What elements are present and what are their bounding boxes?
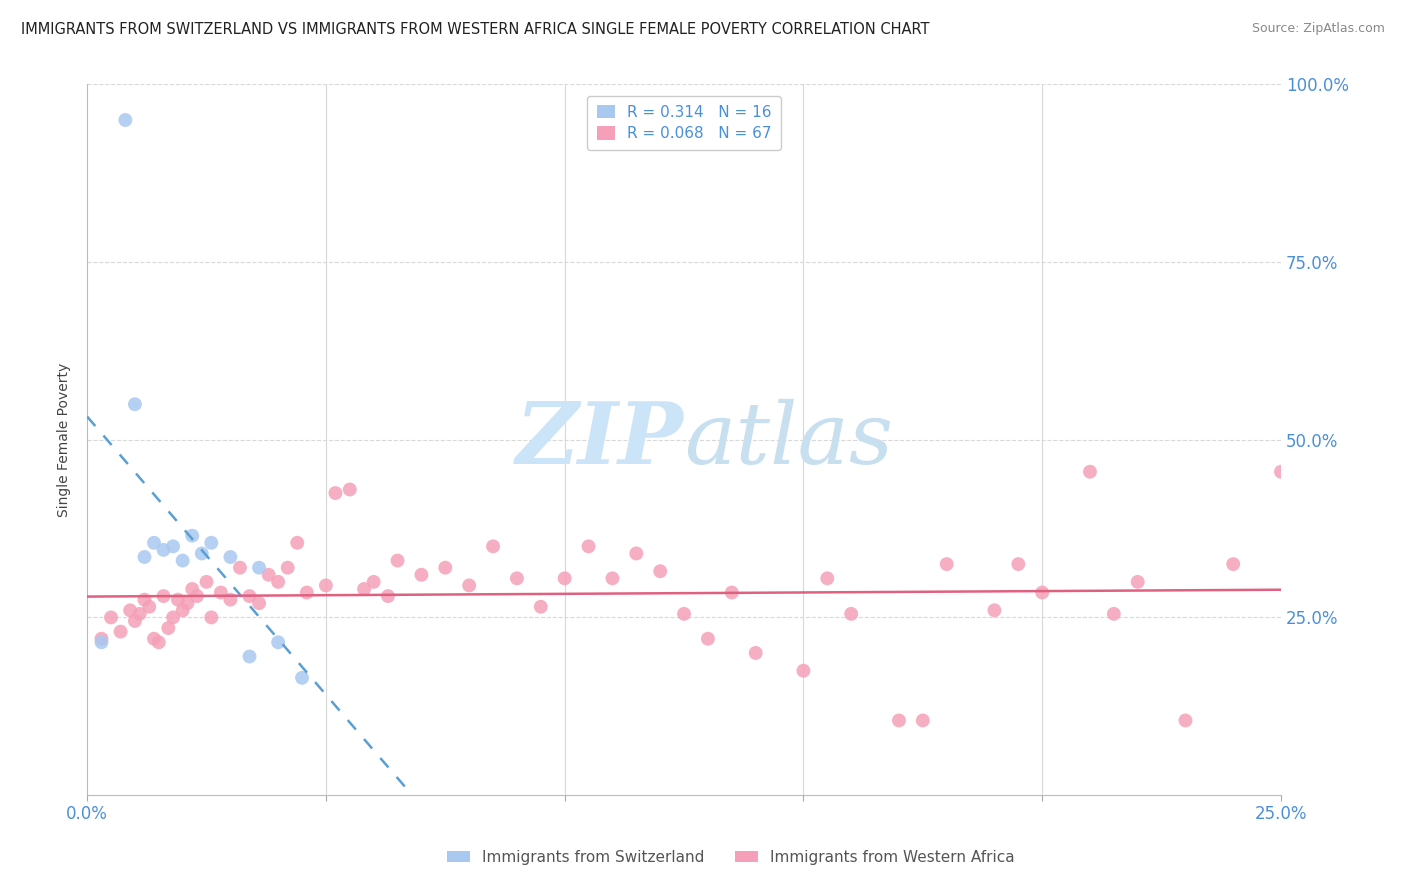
Point (186, 589, 208, 603)
Point (1031, 585, 1053, 599)
Point (114, 112, 136, 127)
Point (90, 635, 112, 649)
Point (1174, 714, 1197, 728)
Text: Source: ZipAtlas.com: Source: ZipAtlas.com (1251, 22, 1385, 36)
Point (143, 536, 166, 550)
Point (1270, 465, 1292, 479)
Point (458, 578, 481, 592)
Point (839, 607, 862, 621)
Point (1007, 557, 1029, 571)
Point (157, 621, 180, 635)
Point (434, 560, 457, 574)
Point (1078, 465, 1101, 479)
Point (339, 483, 361, 497)
Point (697, 632, 720, 646)
Point (134, 549, 156, 564)
Point (673, 607, 696, 621)
Point (134, 592, 156, 607)
Point (152, 542, 174, 557)
Point (124, 397, 146, 411)
Point (377, 589, 399, 603)
Point (247, 560, 270, 574)
Point (626, 546, 648, 560)
Point (285, 536, 308, 550)
Point (295, 585, 318, 599)
Point (100, 610, 122, 624)
Point (277, 560, 299, 574)
Point (815, 571, 838, 585)
Legend: Immigrants from Switzerland, Immigrants from Western Africa: Immigrants from Switzerland, Immigrants … (441, 844, 1021, 871)
Point (143, 632, 166, 646)
Point (229, 560, 252, 574)
Point (162, 539, 184, 553)
Point (90, 632, 112, 646)
Point (152, 589, 174, 603)
Point (482, 539, 505, 553)
Legend: R = 0.314   N = 16, R = 0.068   N = 67: R = 0.314 N = 16, R = 0.068 N = 67 (588, 95, 780, 150)
Text: IMMIGRANTS FROM SWITZERLAND VS IMMIGRANTS FROM WESTERN AFRICA SINGLE FEMALE POVE: IMMIGRANTS FROM SWITZERLAND VS IMMIGRANT… (21, 22, 929, 37)
Point (247, 596, 270, 610)
Point (530, 599, 553, 614)
Point (138, 599, 160, 614)
Point (190, 546, 212, 560)
Point (162, 610, 184, 624)
Point (291, 671, 314, 685)
Point (411, 567, 433, 582)
Point (720, 585, 742, 599)
Point (219, 549, 242, 564)
Point (181, 582, 204, 596)
Point (176, 596, 198, 610)
Point (650, 564, 672, 578)
Point (602, 571, 624, 585)
Point (983, 603, 1005, 617)
Point (554, 571, 576, 585)
Point (148, 635, 170, 649)
Text: atlas: atlas (685, 399, 893, 481)
Point (578, 539, 600, 553)
Point (267, 635, 290, 649)
Point (257, 567, 280, 582)
Point (506, 571, 529, 585)
Point (195, 574, 218, 589)
Point (238, 589, 260, 603)
Point (1102, 607, 1125, 621)
Point (172, 603, 194, 617)
Point (238, 649, 260, 664)
Point (887, 714, 910, 728)
Point (172, 553, 194, 567)
Point (387, 553, 409, 567)
Point (1222, 557, 1244, 571)
Point (792, 664, 814, 678)
Y-axis label: Single Female Poverty: Single Female Poverty (58, 363, 72, 516)
Point (181, 529, 204, 543)
Point (110, 624, 132, 639)
Text: ZIP: ZIP (516, 398, 685, 482)
Point (219, 592, 242, 607)
Point (315, 578, 337, 592)
Point (1126, 574, 1149, 589)
Point (911, 714, 934, 728)
Point (128, 607, 150, 621)
Point (200, 536, 222, 550)
Point (267, 574, 290, 589)
Point (124, 614, 146, 628)
Point (744, 646, 766, 660)
Point (363, 574, 385, 589)
Point (167, 592, 190, 607)
Point (353, 582, 375, 596)
Point (935, 557, 957, 571)
Point (120, 603, 142, 617)
Point (209, 585, 232, 599)
Point (200, 610, 222, 624)
Point (325, 486, 347, 500)
